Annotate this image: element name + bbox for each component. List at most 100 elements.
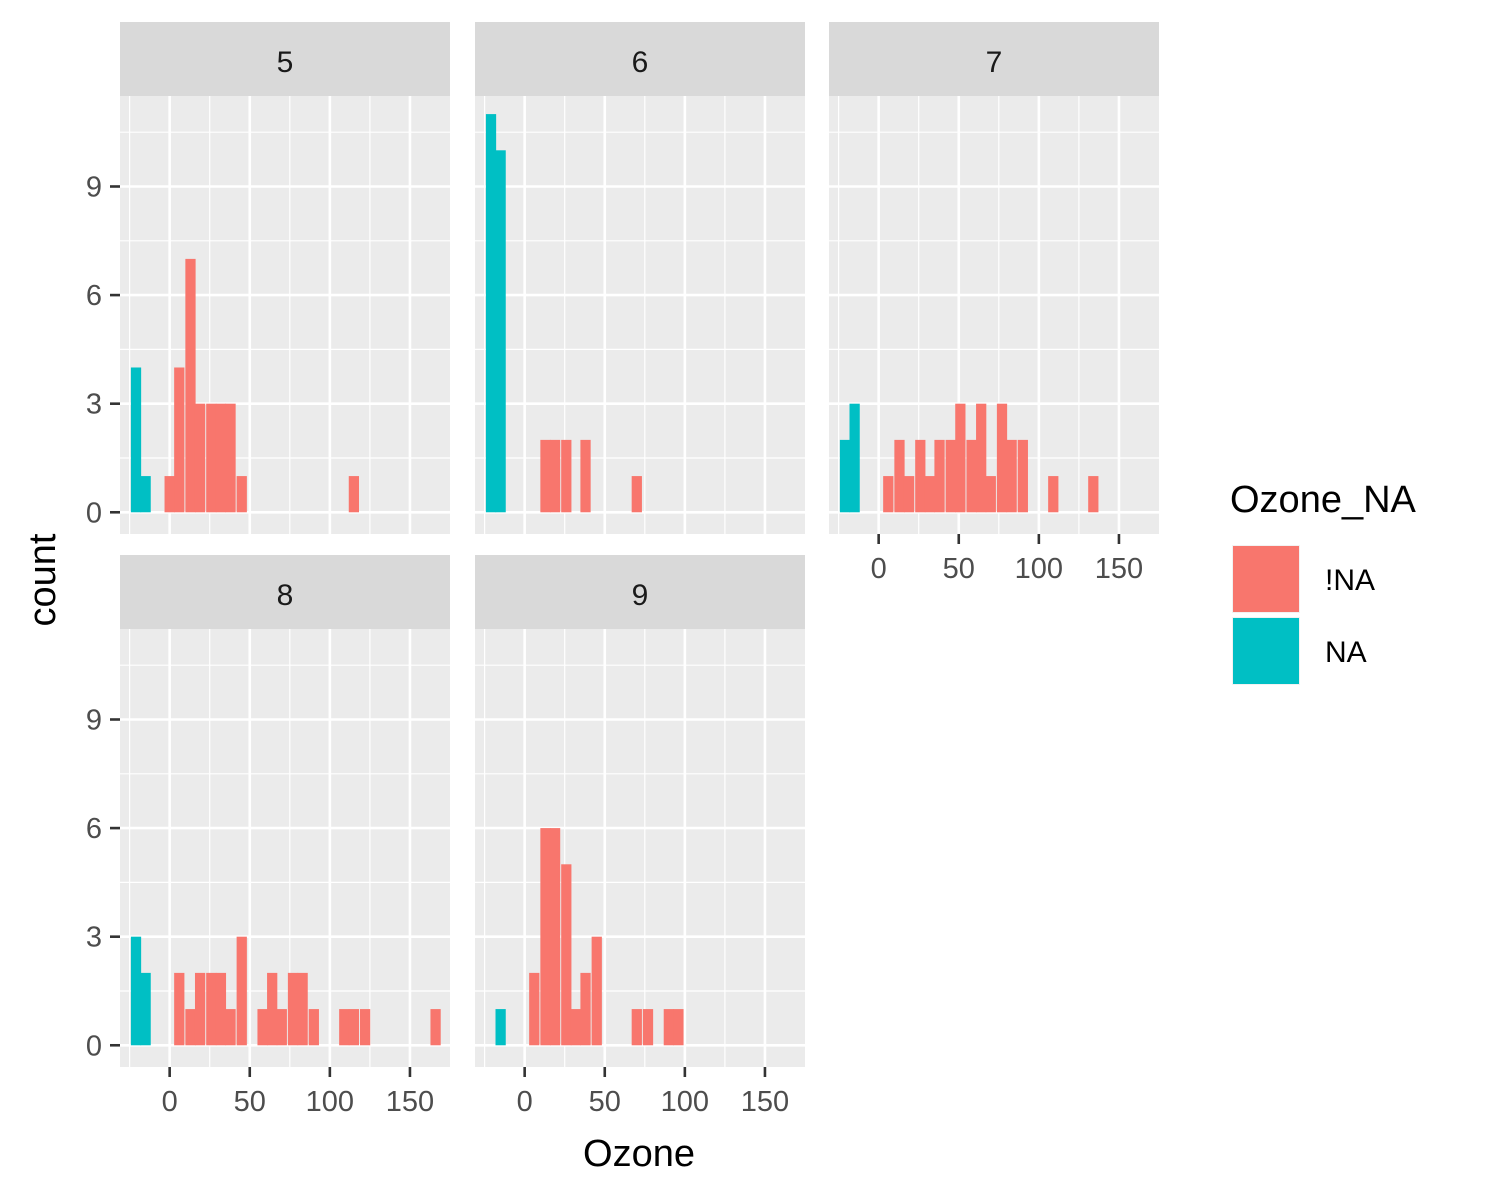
histogram-bar <box>1048 476 1059 513</box>
x-tick-label: 0 <box>517 1086 533 1118</box>
histogram-bar <box>339 1009 350 1046</box>
histogram-bar <box>945 439 956 513</box>
facet-panel-6: 6 <box>475 22 805 534</box>
legend-swatch <box>1233 546 1299 612</box>
legend: Ozone_NA !NA NA <box>1230 479 1417 685</box>
histogram-bar <box>934 439 945 513</box>
y-tick-label: 6 <box>86 813 102 845</box>
y-tick-label: 3 <box>86 389 102 421</box>
panel-background <box>829 96 1159 534</box>
x-tick-label: 50 <box>589 1086 621 1118</box>
histogram-bar <box>849 403 860 513</box>
histogram-bar <box>174 367 185 513</box>
histogram-bar <box>215 403 227 513</box>
facet-strip-label: 8 <box>277 579 294 612</box>
facet-panel-9: 9 0 50 100 150 <box>475 555 805 1118</box>
histogram-bar <box>287 972 299 1046</box>
y-tick-label: 9 <box>86 704 102 736</box>
histogram-bar <box>580 972 591 1046</box>
histogram-bar <box>194 403 206 513</box>
histogram-bar <box>1017 439 1028 513</box>
legend-item: NA <box>1232 617 1367 685</box>
facet-strip-label: 9 <box>632 579 649 612</box>
histogram-bar <box>663 1009 674 1046</box>
histogram-bar <box>215 972 227 1046</box>
histogram-bar <box>996 403 1008 513</box>
y-tick-label: 6 <box>86 280 102 312</box>
facet-strip-label: 6 <box>632 46 649 79</box>
x-tick-label: 100 <box>306 1086 354 1118</box>
y-tick-label: 9 <box>86 171 102 203</box>
histogram-bar <box>549 828 561 1046</box>
histogram-bar <box>985 476 996 513</box>
histogram-bar <box>308 1009 319 1046</box>
histogram-bar <box>570 1009 582 1046</box>
histogram-bar <box>130 936 142 1046</box>
histogram-bar <box>174 972 185 1046</box>
histogram-bar <box>915 439 926 513</box>
legend-swatch <box>1233 618 1299 684</box>
x-axis-title: Ozone <box>583 1133 695 1175</box>
histogram-bar <box>236 476 247 513</box>
facet-strip-label: 5 <box>277 46 294 79</box>
y-axis-title: count <box>22 533 64 626</box>
panel-background <box>475 96 805 534</box>
facet-panel-5: 5 0 3 6 9 <box>86 22 450 534</box>
histogram-bar <box>495 150 506 513</box>
histogram-bar <box>642 1009 654 1046</box>
histogram-bar <box>966 439 977 513</box>
histogram-bar <box>540 828 551 1046</box>
histogram-bar <box>924 476 936 513</box>
x-tick-label: 50 <box>943 553 975 585</box>
facet-strip <box>120 555 450 629</box>
histogram-bar <box>185 258 196 513</box>
x-tick-label: 100 <box>661 1086 709 1118</box>
histogram-bar <box>495 1009 506 1046</box>
histogram-bar <box>883 476 894 513</box>
histogram-bar <box>485 114 497 513</box>
histogram-bar <box>529 972 540 1046</box>
histogram-bar <box>673 1009 684 1046</box>
facet-strip-label: 7 <box>986 46 1003 79</box>
histogram-bar <box>276 1009 287 1046</box>
x-tick-label: 50 <box>234 1086 266 1118</box>
legend-label: !NA <box>1325 564 1375 597</box>
x-tick-label: 150 <box>1095 553 1143 585</box>
histogram-bar <box>297 972 308 1046</box>
histogram-bar <box>976 403 987 513</box>
histogram-bar <box>561 439 572 513</box>
histogram-bar <box>561 864 572 1046</box>
histogram-bar <box>549 439 561 513</box>
y-tick-label: 0 <box>86 497 102 529</box>
histogram-bar <box>348 1009 360 1046</box>
histogram-bar <box>903 476 915 513</box>
histogram-bar <box>194 972 206 1046</box>
x-tick-label: 0 <box>871 553 887 585</box>
facet-strip <box>475 22 805 96</box>
histogram-bar <box>140 476 151 513</box>
histogram-bar <box>348 476 360 513</box>
histogram-bar <box>267 972 278 1046</box>
histogram-bar <box>430 1009 441 1046</box>
histogram-bar <box>955 403 966 513</box>
histogram-bar <box>206 403 217 513</box>
histogram-bar <box>839 439 851 513</box>
histogram-bar <box>257 1009 268 1046</box>
histogram-bar <box>206 972 217 1046</box>
histogram-bar <box>540 439 551 513</box>
histogram-bar <box>894 439 905 513</box>
y-tick-label: 3 <box>86 922 102 954</box>
histogram-bar <box>164 476 175 513</box>
facet-panel-7: 7 0 50 100 150 <box>829 22 1159 585</box>
histogram-bar <box>225 403 236 513</box>
histogram-bar <box>140 972 151 1046</box>
histogram-bar <box>1006 439 1017 513</box>
histogram-bar <box>1088 476 1099 513</box>
x-tick-label: 100 <box>1015 553 1063 585</box>
histogram-bar <box>591 936 602 1046</box>
legend-item: !NA <box>1232 545 1375 613</box>
y-tick-label: 0 <box>86 1030 102 1062</box>
x-tick-label: 0 <box>162 1086 178 1118</box>
